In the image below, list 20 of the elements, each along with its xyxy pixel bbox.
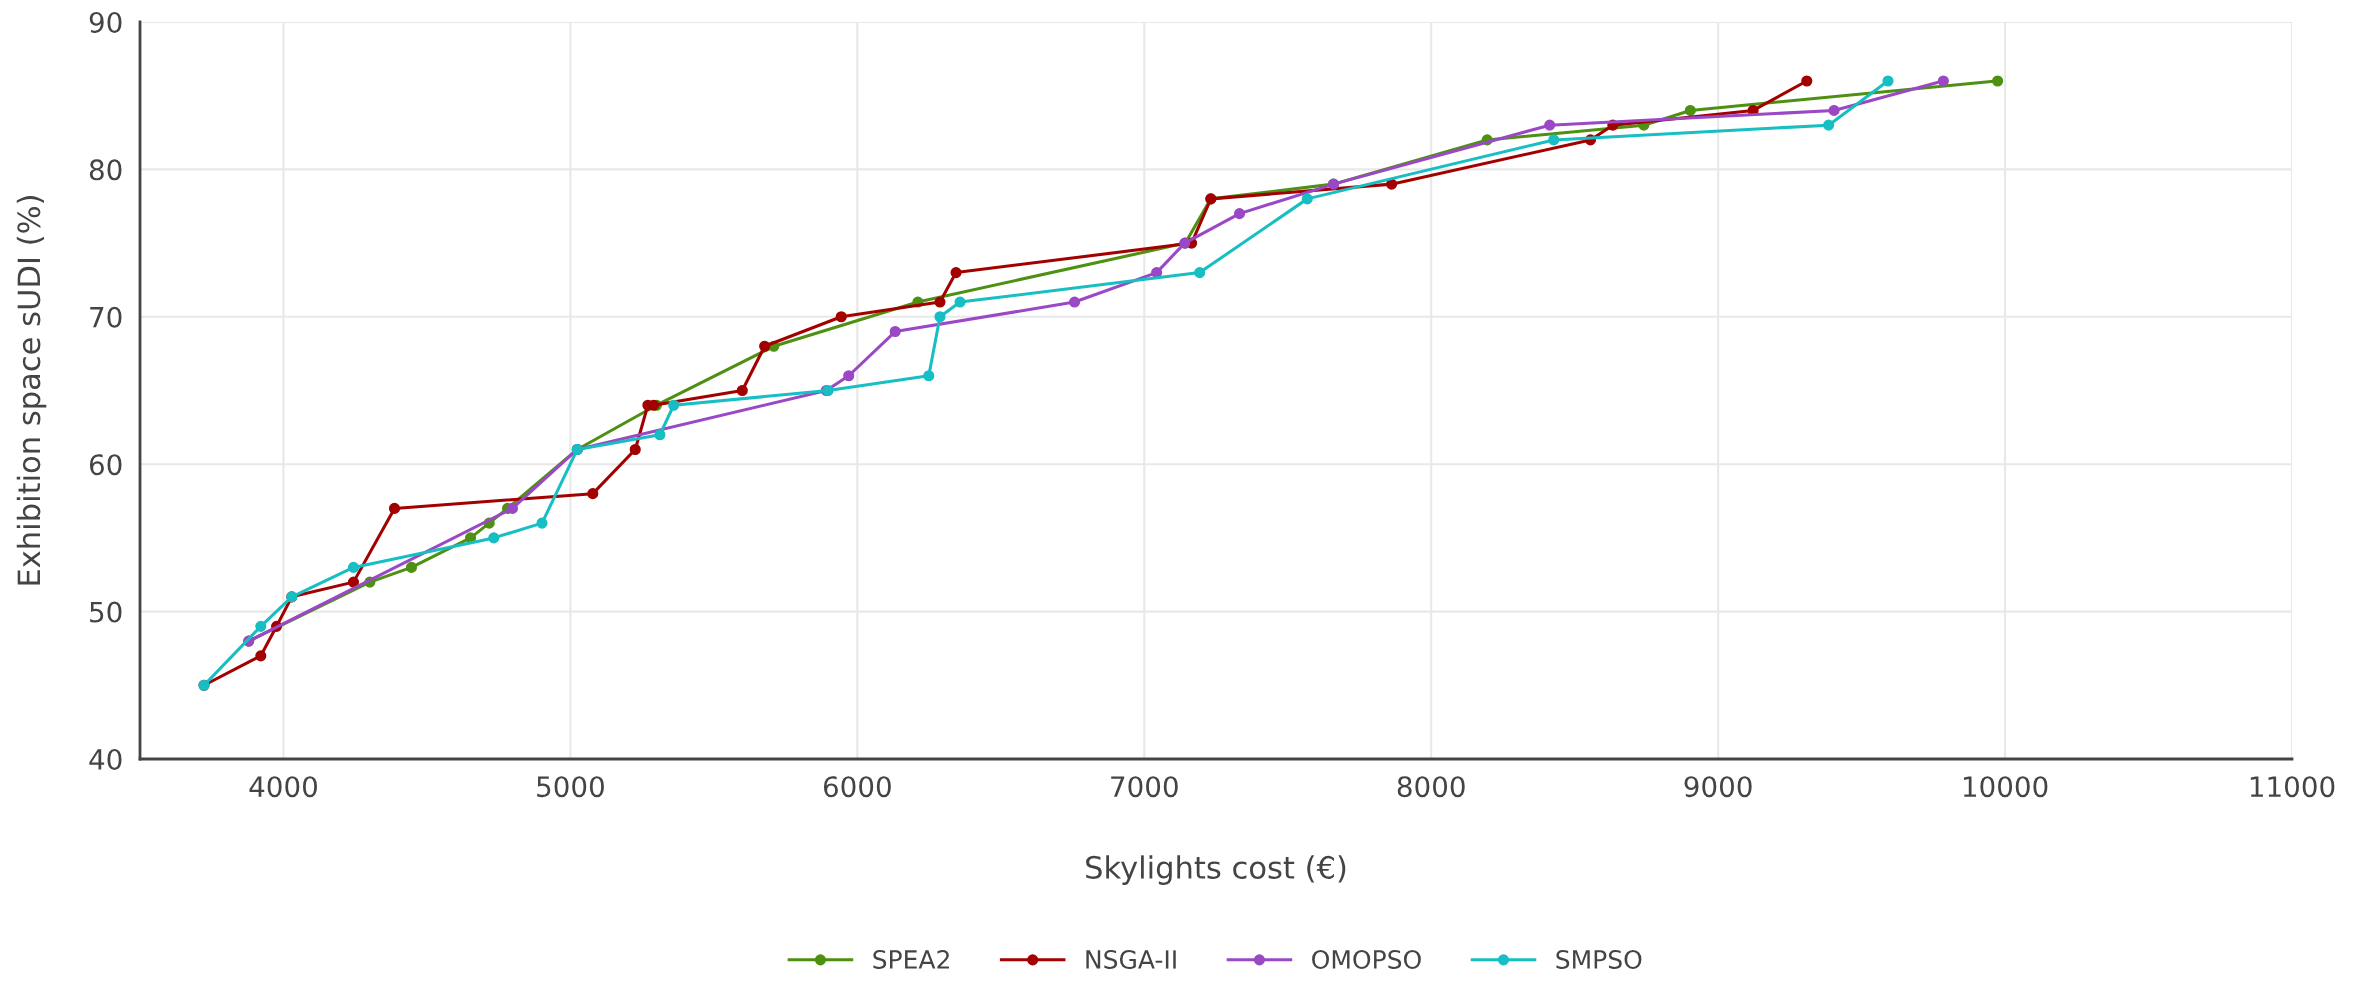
x-tick-label: 8000 [1397, 776, 1465, 798]
x-tick-label: 7000 [1111, 776, 1178, 798]
y-tick-label: 70 [90, 306, 122, 328]
y-tick-label: 40 [89, 748, 122, 770]
legend-label: SMPSO [1556, 950, 1642, 969]
y-tick-label: 60 [89, 454, 122, 476]
legend-label: NSGA-II [1086, 950, 1176, 969]
legend-label: SPEA2 [873, 950, 949, 969]
y-tick-label: 80 [89, 159, 122, 181]
x-tick-label: 11000 [2250, 776, 2335, 798]
y-tick-label: 90 [89, 11, 122, 33]
x-axis-title: Skylights cost (€) [1086, 855, 1346, 885]
x-tick-label: 9000 [1684, 776, 1752, 798]
y-axis-title: Exhibition space sUDI (%) [16, 196, 47, 585]
x-tick-label: 4000 [249, 776, 317, 798]
legend-label: OMOPSO [1312, 950, 1421, 969]
x-tick-label: 5000 [537, 776, 604, 798]
x-tick-label: 10000 [1963, 776, 2048, 798]
x-tick-label: 6000 [823, 776, 891, 798]
y-tick-label: 50 [90, 601, 122, 623]
